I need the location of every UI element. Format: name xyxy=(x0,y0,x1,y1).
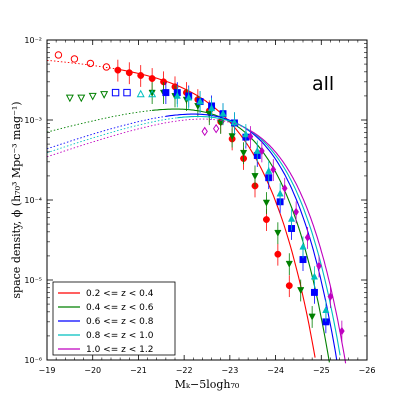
x-tick-label: −21 xyxy=(130,366,147,375)
y-axis-label: space density, ϕ (h₇₀³ Mpc⁻³ mag⁻¹) xyxy=(10,101,23,298)
data-point xyxy=(212,123,220,134)
data-point xyxy=(285,260,293,268)
data-point xyxy=(251,173,259,180)
data-point xyxy=(299,242,307,250)
data-point xyxy=(70,55,79,63)
x-tick-label: −24 xyxy=(267,366,284,375)
data-point xyxy=(77,94,86,103)
y-tick-label: 10⁻³ xyxy=(24,116,42,125)
data-point xyxy=(148,75,156,82)
data-point xyxy=(310,272,319,280)
data-point xyxy=(239,149,248,157)
y-axis: 10⁻⁶ 10⁻⁵ 10⁻⁴ 10⁻³ 10⁻² xyxy=(24,36,367,365)
data-point xyxy=(287,214,296,222)
series-5 xyxy=(46,118,347,364)
x-tick-label: −19 xyxy=(39,366,56,375)
data-point xyxy=(281,184,288,193)
data-point xyxy=(54,51,63,59)
y-tick-label: 10⁻⁶ xyxy=(24,356,42,365)
fit-line xyxy=(152,108,330,363)
data-point xyxy=(304,233,311,242)
y-tick-label: 10⁻⁴ xyxy=(24,196,42,205)
data-point xyxy=(310,288,318,296)
data-point xyxy=(265,167,273,174)
data-point xyxy=(274,250,282,258)
legend-label: 0.8 <= z < 1.0 xyxy=(86,331,154,341)
data-point xyxy=(111,88,120,97)
data-point xyxy=(258,146,265,156)
data-point xyxy=(102,63,111,71)
legend: 0.2 <= z < 0.4 0.4 <= z < 0.6 0.6 <= z <… xyxy=(52,281,176,356)
data-point xyxy=(253,146,261,154)
x-tick-label: −25 xyxy=(313,366,330,375)
data-point xyxy=(123,88,131,97)
data-point xyxy=(322,306,330,313)
data-point xyxy=(185,93,193,101)
legend-label: 0.4 <= z < 0.6 xyxy=(86,303,154,313)
data-point xyxy=(308,313,316,321)
data-point xyxy=(270,165,277,174)
x-tick-label: −26 xyxy=(359,366,376,375)
data-point xyxy=(219,109,227,117)
data-point xyxy=(247,132,254,141)
data-point xyxy=(338,326,345,336)
series-4 xyxy=(46,85,341,356)
data-point xyxy=(100,91,109,99)
data-point xyxy=(316,261,322,271)
data-point xyxy=(88,92,97,101)
data-point xyxy=(136,89,145,98)
data-point xyxy=(125,69,133,77)
fit-line xyxy=(250,130,347,364)
data-point xyxy=(65,94,74,103)
x-tick-label: −22 xyxy=(176,366,193,375)
extrapolated-fit-line xyxy=(46,59,118,70)
y-tick-label: 10⁻⁵ xyxy=(24,276,42,285)
data-point xyxy=(285,282,293,290)
data-point xyxy=(262,199,271,207)
fit-line xyxy=(165,113,338,361)
data-point xyxy=(217,119,225,127)
data-point xyxy=(230,118,239,126)
data-point xyxy=(242,130,250,138)
data-point xyxy=(297,287,305,295)
y-tick-label: 10⁻² xyxy=(24,36,42,45)
legend-box xyxy=(52,281,176,356)
legend-label: 0.6 <= z < 0.8 xyxy=(86,317,154,327)
extrapolated-fit-line xyxy=(46,109,153,133)
fit-line xyxy=(177,115,341,356)
data-point xyxy=(262,216,270,223)
x-axis-label: Mₖ−5logh₇₀ xyxy=(175,378,240,391)
plot-area xyxy=(46,51,347,364)
data-point xyxy=(293,207,300,217)
data-point xyxy=(162,89,170,97)
data-point xyxy=(137,72,145,79)
data-point xyxy=(173,91,181,99)
panel-annotation: all xyxy=(312,73,334,95)
data-point xyxy=(274,229,282,237)
legend-label: 1.0 <= z < 1.2 xyxy=(86,345,153,355)
legend-label: 0.2 <= z < 0.4 xyxy=(86,289,154,299)
x-axis: −19 −20 −21 −22 −23 −24 −25 −26 xyxy=(39,40,376,375)
extrapolated-fit-line xyxy=(46,117,178,154)
data-point xyxy=(196,97,204,105)
data-point xyxy=(201,126,208,137)
x-tick-label: −20 xyxy=(84,366,101,375)
data-point xyxy=(114,66,122,74)
data-point xyxy=(148,89,157,98)
data-point xyxy=(207,104,216,112)
data-point xyxy=(276,189,284,197)
data-point xyxy=(228,133,236,141)
extrapolated-fit-line xyxy=(46,118,251,158)
x-tick-label: −23 xyxy=(221,366,238,375)
data-point xyxy=(327,292,334,301)
data-point xyxy=(86,59,95,68)
